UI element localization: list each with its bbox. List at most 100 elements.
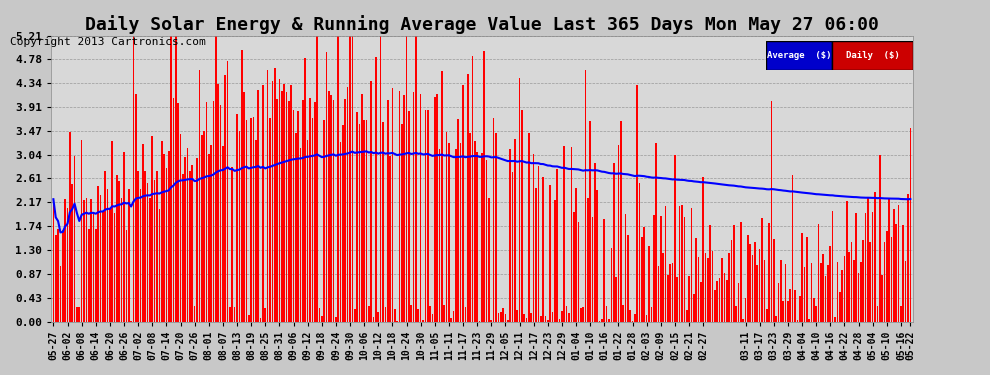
Bar — [884, 242, 885, 322]
Bar — [312, 118, 313, 322]
Bar — [837, 262, 839, 322]
Bar — [351, 36, 353, 322]
Bar — [406, 36, 407, 322]
Bar — [382, 122, 384, 322]
Bar — [133, 36, 135, 322]
Bar — [206, 102, 207, 322]
Bar — [811, 263, 812, 322]
Bar — [907, 194, 909, 322]
Bar — [662, 253, 664, 322]
Bar — [724, 273, 726, 322]
Bar — [305, 58, 306, 322]
Bar — [910, 128, 911, 322]
Bar — [244, 92, 245, 322]
Bar — [455, 149, 456, 322]
Bar — [102, 211, 104, 322]
Bar — [862, 240, 864, 322]
Bar — [269, 118, 271, 322]
Bar — [286, 92, 287, 322]
Bar — [540, 316, 542, 322]
Bar — [97, 186, 99, 322]
Bar — [726, 280, 728, 322]
Bar — [808, 319, 810, 322]
Bar — [667, 275, 668, 322]
Bar — [107, 189, 108, 322]
Bar — [806, 237, 808, 322]
Bar — [370, 81, 372, 322]
Bar — [589, 121, 591, 322]
Bar — [517, 310, 518, 322]
Bar — [742, 319, 744, 322]
Bar — [213, 101, 214, 322]
Bar — [538, 165, 540, 322]
Bar — [881, 274, 883, 322]
Bar — [827, 265, 829, 322]
Bar — [232, 167, 233, 322]
Bar — [114, 213, 116, 322]
Bar — [721, 258, 723, 322]
Bar — [886, 231, 888, 322]
Bar — [365, 120, 367, 322]
Bar — [751, 255, 753, 322]
Bar — [399, 91, 400, 322]
Bar — [536, 188, 537, 322]
Bar — [830, 246, 832, 322]
Bar — [634, 314, 636, 322]
Bar — [182, 174, 184, 322]
Bar — [782, 301, 784, 322]
Bar — [349, 36, 350, 322]
Bar — [140, 189, 142, 322]
Bar — [276, 99, 278, 322]
Bar — [237, 114, 238, 322]
Bar — [761, 219, 763, 322]
Bar — [683, 217, 685, 322]
Bar — [551, 312, 553, 322]
Bar — [274, 68, 275, 322]
Bar — [797, 320, 798, 322]
Bar — [293, 110, 294, 322]
Bar — [222, 146, 224, 322]
Bar — [262, 85, 263, 322]
Bar — [394, 309, 396, 322]
Bar — [335, 317, 337, 322]
Bar — [401, 124, 403, 322]
Bar — [698, 257, 699, 322]
Bar — [505, 314, 506, 322]
Bar — [860, 262, 861, 322]
Bar — [479, 321, 480, 322]
Bar — [596, 190, 598, 322]
Bar — [246, 120, 248, 322]
Bar — [549, 184, 551, 322]
Bar — [855, 213, 857, 322]
Bar — [95, 229, 97, 322]
Bar — [507, 320, 509, 322]
Bar — [290, 86, 292, 322]
Bar — [618, 145, 619, 322]
Text: Copyright 2013 Cartronics.com: Copyright 2013 Cartronics.com — [10, 37, 206, 47]
Bar — [672, 263, 673, 322]
Bar — [345, 99, 346, 322]
Bar — [801, 233, 803, 322]
Bar — [756, 265, 758, 322]
Bar — [869, 243, 871, 322]
Bar — [895, 224, 897, 322]
Bar — [543, 177, 544, 322]
Bar — [252, 117, 254, 322]
Bar — [749, 244, 751, 322]
Bar — [813, 298, 815, 322]
Bar — [469, 133, 471, 322]
Bar — [76, 307, 78, 322]
Bar — [707, 258, 709, 322]
Bar — [519, 78, 521, 322]
Bar — [241, 50, 243, 322]
Bar — [288, 101, 290, 322]
Bar — [165, 168, 167, 322]
Bar — [283, 84, 285, 322]
Bar — [450, 318, 452, 322]
Bar — [210, 145, 212, 322]
Bar — [664, 206, 666, 322]
Bar — [766, 309, 767, 322]
Bar — [57, 229, 59, 322]
Bar — [754, 242, 755, 322]
Bar — [439, 149, 441, 322]
